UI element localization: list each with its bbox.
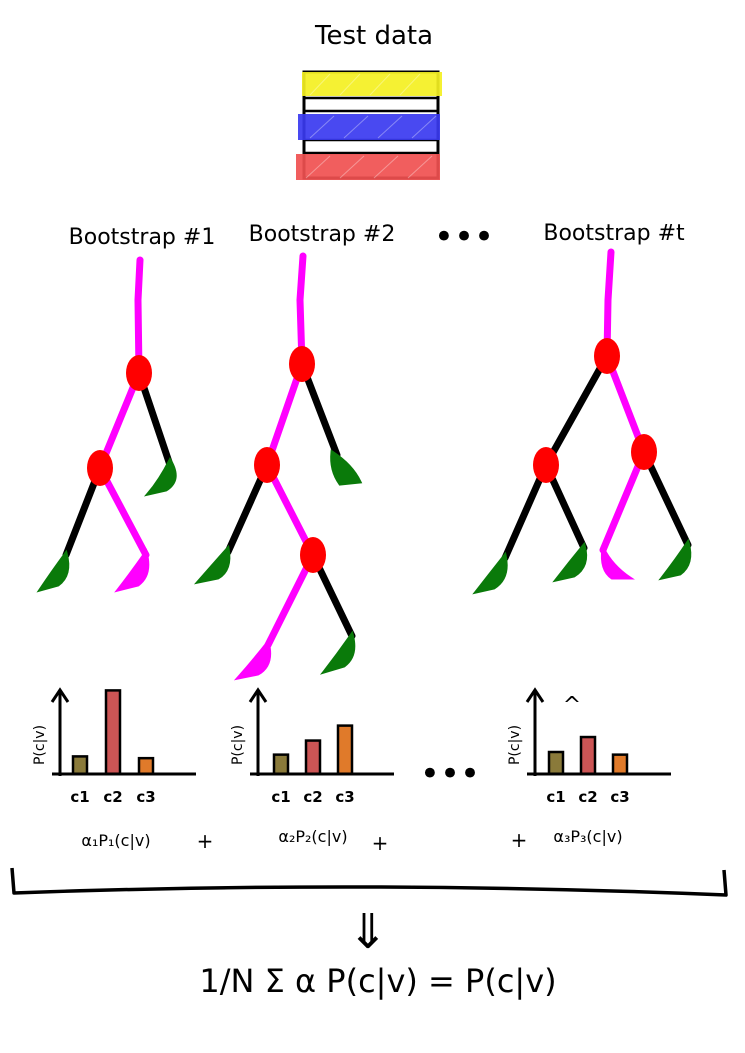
histogram-ylabel: P(c|v) [32, 725, 48, 765]
category-label: c3 [136, 788, 155, 806]
tree-1 [36, 256, 177, 593]
category-label: c1 [70, 788, 89, 806]
tree-t [472, 248, 692, 595]
leaf-icon [552, 541, 588, 583]
sum-bracket [10, 867, 728, 897]
histogram-bar [611, 753, 629, 776]
tree-node [126, 355, 152, 391]
tree-node [254, 447, 280, 483]
tree-node [87, 450, 113, 486]
plus-sign: + [197, 829, 214, 853]
histogram-bar [71, 755, 89, 776]
tree-node [533, 447, 559, 483]
category-label: c2 [103, 788, 122, 806]
histogram-3: ^ P(c|v) c1 c2 c3 [507, 687, 671, 806]
test-data-title: Test data [314, 21, 433, 51]
category-label: c1 [546, 788, 565, 806]
weighted-term-2: α₂P₂(c|v) [278, 827, 347, 846]
histogram-ylabel: P(c|v) [230, 725, 246, 765]
histogram-bar [336, 724, 354, 776]
tree-node [594, 338, 620, 374]
histogram-bar [104, 689, 122, 776]
plus-sign: + [511, 828, 528, 852]
histogram-dots: ••• [420, 754, 480, 794]
leaf-icon [600, 542, 635, 580]
leaf-icon [36, 549, 70, 593]
weighted-term-3: α₃P₃(c|v) [553, 827, 622, 846]
category-label: c3 [610, 788, 629, 806]
bootstrap-1-label: Bootstrap #1 [69, 225, 216, 250]
leaf-icon [330, 449, 363, 486]
aggregation-formula: 1/N Σ α P(c|v) = P(c|v) [199, 962, 556, 1000]
leaf-icon [143, 456, 177, 497]
test-data-table [296, 70, 442, 180]
yellow-row [302, 72, 442, 96]
histogram-bar [272, 753, 290, 776]
hat-symbol: ^ [563, 693, 581, 718]
category-label: c1 [271, 788, 290, 806]
leaf-icon [472, 551, 508, 595]
histogram-bar [304, 739, 322, 776]
histogram-bar [547, 750, 565, 776]
histogram-2: P(c|v) c1 c2 c3 [230, 687, 394, 806]
leaf-icon [114, 548, 150, 593]
histogram-ylabel: P(c|v) [507, 725, 523, 765]
bootstrap-2-label: Bootstrap #2 [249, 222, 396, 247]
histogram-bar [579, 735, 597, 776]
category-label: c2 [303, 788, 322, 806]
blue-row [298, 114, 440, 140]
tree-node [300, 537, 326, 573]
bootstrap-dots: ••• [434, 217, 494, 257]
tree-2 [193, 252, 363, 681]
histogram-1: P(c|v) c1 c2 c3 [32, 687, 196, 806]
leaf-icon [193, 544, 231, 585]
tree-node [631, 434, 657, 470]
leaf-icon [658, 538, 692, 581]
tree-node [289, 346, 315, 382]
bootstrap-t-label: Bootstrap #t [543, 221, 685, 246]
implies-arrow: ⇓ [348, 904, 388, 960]
category-label: c3 [335, 788, 354, 806]
leaf-icon [319, 630, 356, 675]
category-label: c2 [578, 788, 597, 806]
leaf-icon [233, 638, 272, 681]
red-row [296, 154, 440, 180]
weighted-term-1: α₁P₁(c|v) [81, 831, 150, 850]
plus-sign: + [372, 831, 389, 855]
histogram-bar [137, 756, 155, 776]
